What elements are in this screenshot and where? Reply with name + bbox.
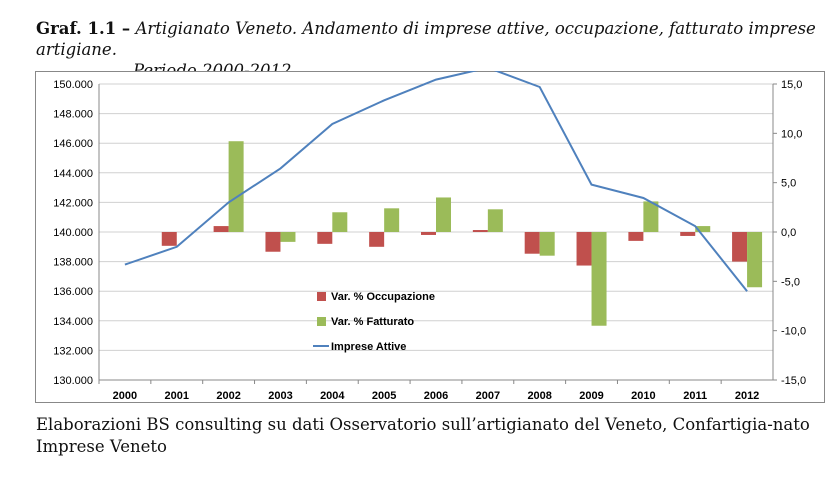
bar-occupazione — [213, 226, 229, 232]
y-right-tick-label: 5,0 — [781, 178, 796, 190]
bar-occupazione — [732, 232, 748, 262]
x-tick-label: 2002 — [216, 390, 240, 402]
legend-swatch — [317, 317, 326, 326]
bar-fatturato — [695, 226, 711, 232]
legend-swatch — [317, 292, 326, 301]
x-tick-label: 2007 — [476, 390, 500, 402]
bar-occupazione — [317, 232, 333, 244]
caption-label: Graf. 1.1 – — [36, 19, 131, 38]
bar-fatturato — [436, 197, 451, 232]
bar-occupazione — [472, 230, 488, 232]
x-tick-label: 2006 — [424, 390, 448, 402]
y-right-tick-label: 15,0 — [781, 79, 802, 91]
legend-label: Var. % Occupazione — [331, 291, 435, 303]
y-left-tick-label: 144.000 — [53, 168, 93, 180]
y-left-tick-label: 142.000 — [53, 197, 93, 209]
legend: Var. % Occupazione Var. % Fatturato Impres… — [313, 291, 435, 353]
bar-fatturato — [487, 209, 503, 232]
bar-fatturato — [539, 232, 555, 256]
bar-occupazione — [628, 232, 644, 241]
source-note: Elaborazioni BS consulting su dati Osser… — [36, 415, 810, 456]
axes: 130.000 132.000 134.000 136.000 138.000 140.0… — [53, 79, 806, 402]
y-left-tick-label: 148.000 — [53, 109, 93, 121]
bar-fatturato — [747, 232, 763, 288]
bar-fatturato — [643, 201, 659, 232]
x-tick-label: 2010 — [631, 390, 655, 402]
x-tick-label: 2003 — [268, 390, 292, 402]
chart: 130.000 132.000 134.000 136.000 138.000 140.0… — [35, 66, 825, 403]
y-right-tick-label: -15,0 — [781, 375, 806, 387]
y-right-tick-label: -10,0 — [781, 326, 806, 338]
bar-occupazione — [161, 232, 177, 246]
x-tick-label: 2004 — [320, 390, 345, 402]
bar-occupazione — [524, 232, 540, 254]
x-tick-label: 2011 — [683, 390, 707, 402]
chart-border — [35, 71, 825, 403]
bar-fatturato — [280, 232, 296, 242]
bar-occupazione — [576, 232, 592, 266]
gridlines — [99, 83, 773, 381]
bar-occupazione — [265, 232, 281, 252]
y-left-tick-label: 140.000 — [53, 227, 93, 239]
y-left-tick-label: 136.000 — [53, 286, 93, 298]
caption-title: Artigianato Veneto. Andamento di imprese… — [36, 19, 816, 59]
y-left-tick-label: 134.000 — [53, 316, 93, 328]
x-tick-label: 2005 — [372, 390, 396, 402]
y-left-tick-label: 138.000 — [53, 257, 93, 269]
x-tick-label: 2001 — [165, 390, 189, 402]
bars — [161, 141, 763, 326]
bar-occupazione — [680, 232, 696, 236]
x-tick-label: 2009 — [579, 390, 603, 402]
y-right-tick-label: 0,0 — [781, 227, 796, 239]
y-left-tick-label: 130.000 — [53, 375, 93, 387]
y-left-tick-label: 150.000 — [53, 79, 93, 91]
x-tick-label: 2000 — [113, 390, 137, 402]
y-right-tick-label: -5,0 — [781, 276, 800, 288]
legend-label: Imprese Attive — [331, 341, 406, 353]
x-tick-label: 2008 — [527, 390, 551, 402]
bar-occupazione — [421, 232, 436, 235]
bar-fatturato — [332, 212, 348, 232]
chart-svg: 130.000 132.000 134.000 136.000 138.000 140.0… — [35, 66, 825, 403]
x-tick-label: 2012 — [735, 390, 759, 402]
line-imprese-attive — [124, 66, 748, 292]
line-series — [124, 66, 748, 292]
bar-fatturato — [384, 208, 400, 232]
legend-label: Var. % Fatturato — [331, 316, 414, 328]
bar-occupazione — [369, 232, 385, 247]
bar-fatturato — [591, 232, 607, 326]
y-left-tick-label: 132.000 — [53, 345, 93, 357]
y-right-tick-label: 10,0 — [781, 128, 802, 140]
bar-fatturato — [228, 141, 244, 232]
y-left-tick-label: 146.000 — [53, 138, 93, 150]
